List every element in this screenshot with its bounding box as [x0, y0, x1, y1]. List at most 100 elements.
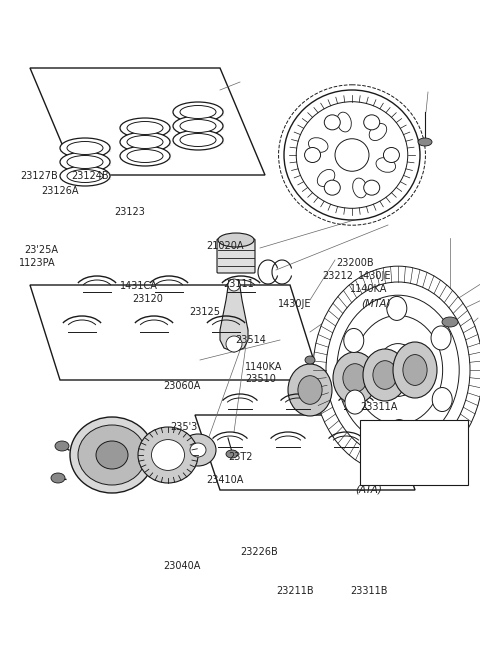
Ellipse shape [335, 139, 369, 171]
Text: 23060A: 23060A [163, 380, 201, 391]
Text: (MTA): (MTA) [361, 298, 390, 309]
Text: 23200B: 23200B [336, 258, 373, 268]
Ellipse shape [70, 417, 154, 493]
Ellipse shape [324, 115, 340, 130]
Ellipse shape [96, 441, 128, 469]
Ellipse shape [180, 106, 216, 118]
Ellipse shape [384, 148, 399, 162]
Ellipse shape [67, 141, 103, 154]
Ellipse shape [304, 148, 321, 162]
Ellipse shape [138, 427, 198, 483]
Ellipse shape [78, 425, 146, 485]
Text: 23123: 23123 [114, 206, 145, 217]
Ellipse shape [442, 317, 458, 327]
Text: 23120: 23120 [132, 294, 163, 304]
FancyBboxPatch shape [360, 420, 468, 485]
Ellipse shape [324, 180, 340, 195]
Ellipse shape [337, 295, 459, 445]
Ellipse shape [309, 138, 328, 152]
Ellipse shape [51, 473, 65, 483]
Ellipse shape [364, 115, 380, 130]
Ellipse shape [55, 441, 69, 451]
Ellipse shape [60, 152, 110, 172]
Ellipse shape [403, 355, 427, 386]
Text: 235'3: 235'3 [170, 422, 198, 432]
Ellipse shape [393, 342, 437, 398]
Text: 23126A: 23126A [41, 185, 78, 196]
Ellipse shape [127, 150, 163, 162]
Text: 23T2: 23T2 [228, 451, 252, 462]
Ellipse shape [326, 282, 470, 458]
Ellipse shape [288, 364, 332, 416]
Ellipse shape [152, 440, 184, 470]
Text: 1140KA: 1140KA [245, 361, 282, 372]
Text: 1123PA: 1123PA [19, 258, 56, 268]
Ellipse shape [127, 135, 163, 148]
Text: 1431CA: 1431CA [120, 281, 158, 291]
Text: 23311B: 23311B [350, 586, 388, 597]
Ellipse shape [173, 102, 223, 122]
Ellipse shape [333, 352, 377, 404]
Ellipse shape [226, 450, 238, 458]
Ellipse shape [60, 166, 110, 186]
Ellipse shape [353, 178, 367, 198]
Polygon shape [30, 68, 265, 175]
Text: 1430JE: 1430JE [358, 271, 391, 281]
Polygon shape [195, 415, 415, 490]
Ellipse shape [376, 344, 420, 396]
Ellipse shape [190, 443, 206, 457]
Text: 23410A: 23410A [206, 474, 244, 485]
Ellipse shape [67, 170, 103, 183]
Polygon shape [30, 285, 320, 380]
Ellipse shape [431, 326, 451, 350]
Ellipse shape [218, 233, 254, 247]
Ellipse shape [180, 133, 216, 147]
Ellipse shape [305, 356, 315, 364]
Ellipse shape [432, 388, 452, 411]
Ellipse shape [317, 170, 335, 187]
Ellipse shape [353, 315, 443, 424]
Ellipse shape [180, 434, 216, 466]
Ellipse shape [387, 296, 407, 321]
Text: 23211B: 23211B [276, 586, 313, 597]
Ellipse shape [127, 122, 163, 135]
Ellipse shape [376, 158, 396, 172]
Text: 21020A: 21020A [206, 240, 244, 251]
Ellipse shape [226, 336, 242, 352]
Ellipse shape [389, 420, 409, 443]
Text: 23040A: 23040A [163, 561, 201, 572]
Ellipse shape [418, 138, 432, 146]
Ellipse shape [337, 112, 351, 132]
Ellipse shape [120, 146, 170, 166]
Text: 23226B: 23226B [240, 547, 278, 557]
Text: 23212: 23212 [323, 271, 354, 281]
Ellipse shape [296, 102, 408, 208]
Ellipse shape [343, 364, 367, 392]
Text: (ATA): (ATA) [355, 484, 382, 495]
Text: 23510: 23510 [245, 374, 276, 384]
Text: 23127B: 23127B [20, 171, 58, 181]
Text: 23111: 23111 [223, 279, 254, 289]
Text: 23'25A: 23'25A [24, 244, 58, 255]
Text: 23125: 23125 [190, 307, 221, 317]
Ellipse shape [298, 376, 322, 404]
Ellipse shape [313, 266, 480, 474]
Ellipse shape [120, 132, 170, 152]
Ellipse shape [180, 120, 216, 133]
Ellipse shape [373, 361, 397, 390]
Ellipse shape [228, 279, 240, 291]
Ellipse shape [344, 328, 364, 352]
FancyBboxPatch shape [217, 239, 255, 273]
Text: 23124B: 23124B [71, 171, 108, 181]
Ellipse shape [363, 349, 407, 401]
Text: 23311A: 23311A [360, 402, 397, 413]
Ellipse shape [369, 124, 387, 141]
Text: 23514: 23514 [235, 335, 266, 346]
Ellipse shape [120, 118, 170, 138]
Ellipse shape [284, 90, 420, 220]
Text: 1140KA: 1140KA [350, 284, 388, 294]
Ellipse shape [364, 180, 380, 195]
Ellipse shape [345, 390, 365, 414]
Ellipse shape [173, 116, 223, 136]
Ellipse shape [173, 130, 223, 150]
